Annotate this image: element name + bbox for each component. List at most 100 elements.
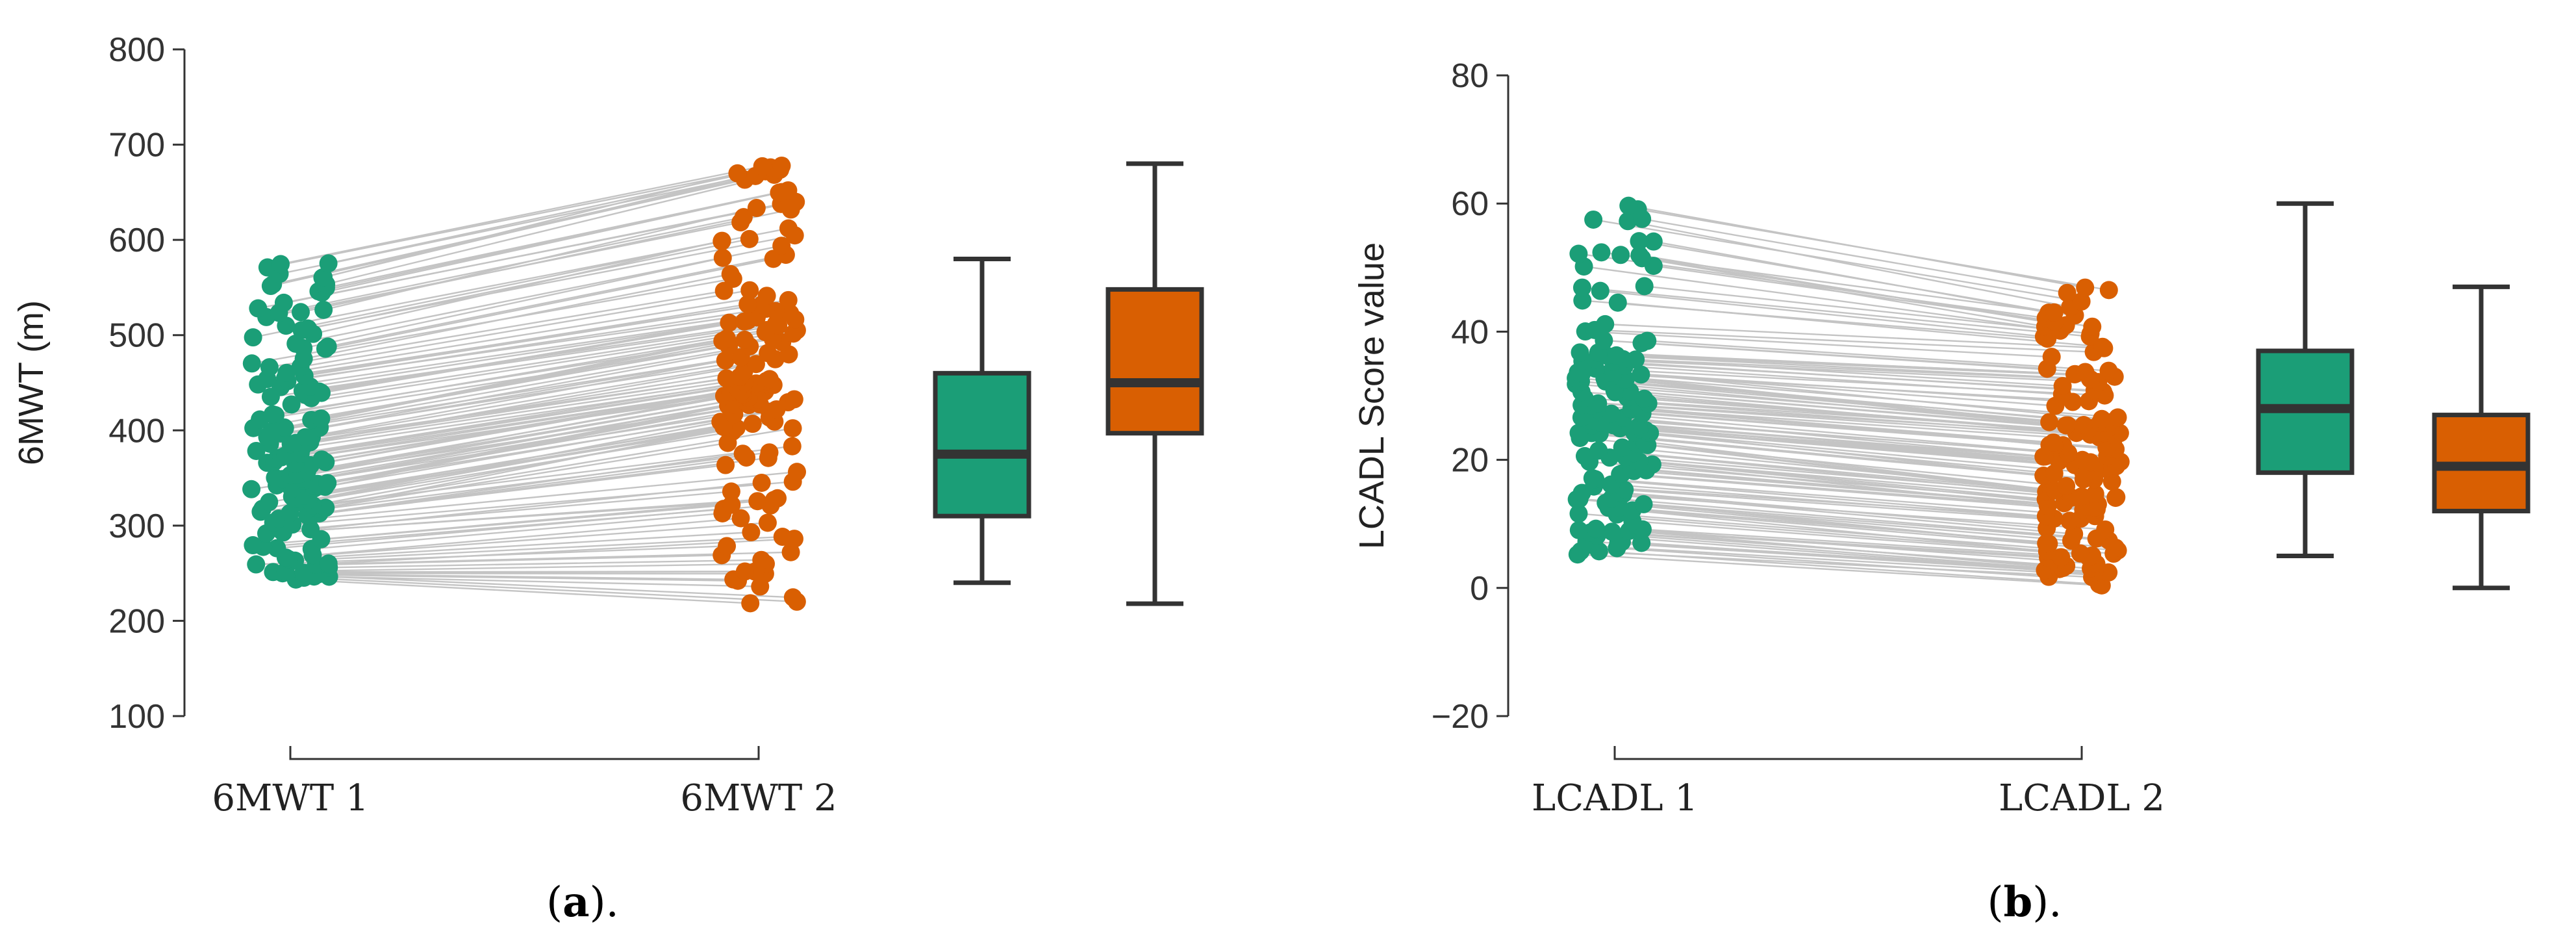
pair-line [1593,218,2082,303]
data-point [740,281,759,300]
pair-line [312,517,741,556]
data-point [773,528,792,547]
pair-line [1636,443,2052,491]
pair-line [303,417,770,496]
pair-line [1576,498,2072,542]
data-point [779,290,798,309]
pair-line [1642,528,2089,558]
data-point [718,537,737,556]
pair-line [1594,545,2095,576]
pair-line [285,522,768,559]
pair-line [1616,354,2115,378]
data-point [263,405,282,424]
pair-line [312,240,722,335]
pair-line [303,257,724,349]
pair-line [314,574,739,582]
pair-line [294,420,775,500]
panel-a-6mwt: 100 200 300 400 500 600 700 800 6MWT (m) 6MWT 1… [12,31,1204,927]
pair-line [1641,257,2046,328]
pair-line [329,576,793,598]
data-point [318,474,337,493]
data-point [785,390,803,409]
data-point [242,354,261,373]
data-point [1583,469,1602,487]
pair-line [1578,529,2067,567]
panel-caption: (b). [1987,878,2062,927]
y-axis-title: 6MWT (m) [12,300,51,465]
data-point [1635,389,1654,408]
data-point [1572,278,1591,297]
pair-line [300,209,791,313]
data-point [783,437,802,456]
caption-close: ). [2032,879,2062,927]
pair-line [1647,340,2109,372]
data-point [2052,548,2071,567]
y-tick-label: 300 [108,508,165,545]
data-point [2108,408,2127,427]
pair-line [1639,240,2054,313]
pair-line [329,559,762,569]
data-point [277,363,296,382]
data-point [713,248,732,267]
data-point [753,157,772,175]
pair-line [325,258,774,350]
pair-line [283,201,796,304]
pair-line [271,352,768,432]
pair-line [1617,547,2049,578]
data-point [739,295,757,314]
data-point [2099,361,2118,380]
pair-line [1595,478,2046,517]
data-point [2099,281,2118,300]
pair-line [307,457,768,517]
data-point [260,358,279,377]
y-tick-label: 0 [1470,570,1489,608]
data-point [783,419,802,438]
data-point [722,495,741,514]
pair-line [1606,355,2090,380]
pair-line [1580,437,2067,487]
pair-line [1601,251,2075,316]
data-point [1602,404,1621,423]
pair-line [300,289,750,368]
data-point [716,456,735,474]
pair-line [1604,339,2047,370]
data-point [2044,433,2063,452]
data-point [757,287,776,305]
pair-line [1580,550,2093,578]
caption-open: ( [546,879,562,927]
data-point [2045,303,2064,322]
y-tick-label: 800 [108,31,165,69]
pair-line [291,329,767,405]
pair-line [1580,380,2069,426]
pair-line [307,235,795,329]
data-point [1571,343,1589,362]
y-axis: −20 0 20 40 60 80 [1432,57,1509,736]
data-point [758,513,777,532]
pair-line [290,451,770,514]
pair-line [1605,323,2104,350]
y-tick-label: 60 [1451,185,1489,223]
pair-line [1644,441,2055,491]
box-iqr [933,370,1031,519]
pair-line [1619,491,2047,530]
pair-line [302,378,770,448]
data-point [2096,520,2115,539]
data-point [2102,472,2121,491]
data-point [318,337,337,356]
pair-line [273,470,798,524]
data-point [741,594,760,613]
data-point [1630,246,1649,264]
pair-line [1632,520,2093,557]
data-point [772,156,791,175]
pair-line [321,333,794,420]
data-point [2107,488,2126,507]
pair-line [1580,352,2075,375]
data-point [1632,365,1650,384]
pair-line [1582,287,2090,337]
data-point [1569,521,1588,539]
pair-line [1578,431,2044,477]
data-point [1607,346,1626,365]
pair-line [270,323,776,398]
pair-line [295,245,782,345]
data-point [733,444,752,463]
